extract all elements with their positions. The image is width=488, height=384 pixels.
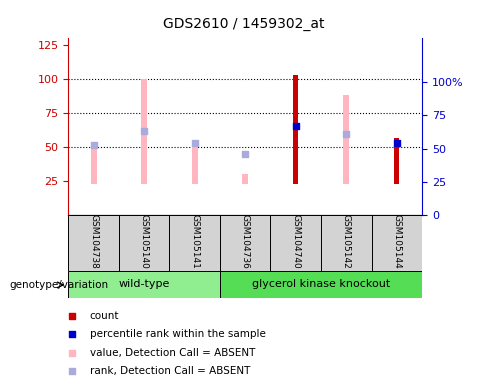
FancyBboxPatch shape bbox=[321, 215, 371, 271]
Bar bbox=[141, 79, 147, 184]
Point bbox=[140, 128, 148, 134]
Point bbox=[343, 131, 350, 137]
Text: GSM105141: GSM105141 bbox=[190, 214, 199, 269]
Text: wild-type: wild-type bbox=[119, 279, 170, 289]
FancyBboxPatch shape bbox=[68, 215, 119, 271]
Bar bbox=[91, 147, 97, 184]
Point bbox=[68, 331, 76, 338]
Point bbox=[68, 368, 76, 374]
Text: count: count bbox=[90, 311, 119, 321]
Text: genotype/variation: genotype/variation bbox=[10, 280, 109, 290]
Point bbox=[68, 313, 76, 319]
Bar bbox=[394, 137, 399, 184]
FancyBboxPatch shape bbox=[169, 215, 220, 271]
Text: value, Detection Call = ABSENT: value, Detection Call = ABSENT bbox=[90, 348, 255, 358]
FancyBboxPatch shape bbox=[220, 215, 270, 271]
Point bbox=[292, 123, 300, 129]
Text: rank, Detection Call = ABSENT: rank, Detection Call = ABSENT bbox=[90, 366, 250, 376]
Text: GSM104736: GSM104736 bbox=[241, 214, 250, 269]
Point bbox=[393, 140, 401, 146]
FancyBboxPatch shape bbox=[371, 215, 422, 271]
Text: GSM104738: GSM104738 bbox=[89, 214, 98, 269]
Text: GSM104740: GSM104740 bbox=[291, 214, 300, 269]
FancyBboxPatch shape bbox=[68, 271, 220, 298]
FancyBboxPatch shape bbox=[119, 215, 169, 271]
Bar bbox=[293, 75, 298, 184]
Bar bbox=[343, 96, 349, 184]
Point bbox=[68, 349, 76, 356]
Point bbox=[90, 142, 98, 148]
Text: GDS2610 / 1459302_at: GDS2610 / 1459302_at bbox=[163, 17, 325, 31]
Text: GSM105140: GSM105140 bbox=[140, 214, 149, 269]
Point bbox=[242, 151, 249, 157]
Text: percentile rank within the sample: percentile rank within the sample bbox=[90, 329, 265, 339]
Point bbox=[191, 140, 199, 146]
FancyBboxPatch shape bbox=[220, 271, 422, 298]
Text: glycerol kinase knockout: glycerol kinase knockout bbox=[252, 279, 390, 289]
FancyBboxPatch shape bbox=[270, 215, 321, 271]
Text: GSM105144: GSM105144 bbox=[392, 214, 401, 269]
Bar bbox=[192, 140, 198, 184]
Bar bbox=[242, 174, 248, 184]
Text: GSM105142: GSM105142 bbox=[342, 214, 351, 269]
